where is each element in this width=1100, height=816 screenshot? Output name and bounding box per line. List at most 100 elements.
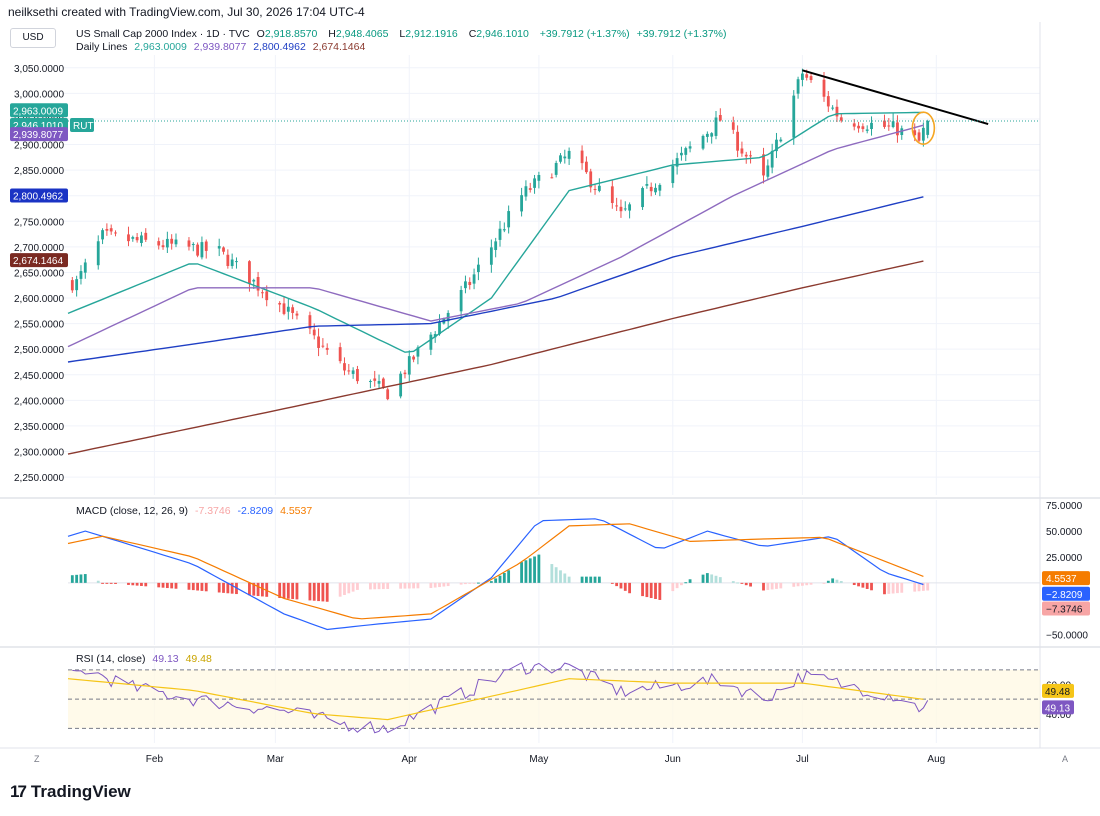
candle-body [200, 242, 204, 258]
candle-body [412, 356, 416, 360]
symbol-tag-text: RUT [73, 121, 94, 132]
macd-histogram-bar [584, 576, 588, 583]
candle-body [105, 228, 109, 231]
candle-body [135, 237, 139, 241]
price-badge-text: 2,946.1010 [13, 121, 63, 132]
candle-body [887, 125, 891, 127]
chart-frame[interactable]: Feb Mar Apr May Jun Jul Aug 3,050.0000 3,000.000… [0, 22, 1100, 770]
candle-body [377, 381, 381, 384]
macd-histogram-bar [926, 582, 930, 591]
macd-histogram-bar [135, 582, 139, 586]
change-value-2: +39.7912 (+1.37%) [636, 28, 727, 40]
candle-body [891, 121, 895, 127]
macd-histogram-bar [710, 574, 714, 583]
rsi-value: 49.13 [152, 653, 179, 665]
candle-body [766, 165, 770, 177]
macd-histogram-bar [83, 574, 87, 583]
price-badge [10, 188, 68, 203]
macd-histogram-bar [714, 575, 718, 583]
candle-body [861, 126, 865, 130]
macd-histogram-bar [749, 582, 752, 587]
price-tick-label: 2,550.0000 [14, 320, 64, 331]
macd-histogram-bar [593, 576, 597, 583]
macd-legend[interactable]: MACD (close, 12, 26, 9) -7.3746 -2.8209 … [76, 505, 316, 517]
macd-histogram-bar [286, 582, 290, 599]
candle-body [174, 239, 178, 245]
macd-histogram-bar [127, 582, 130, 585]
candle-body [75, 279, 79, 291]
rsi-legend[interactable]: RSI (14, close) 49.13 49.48 [76, 653, 216, 665]
candle-body [580, 150, 584, 164]
macd-histogram-bar [554, 567, 558, 583]
candle-body [204, 241, 208, 251]
candle-body [438, 322, 441, 335]
macd-histogram-bar [883, 582, 886, 595]
candle-body [252, 279, 256, 282]
candle-body [291, 307, 295, 313]
candle-body [429, 334, 433, 350]
tradingview-logo[interactable]: 17 TradingView [10, 782, 131, 802]
macd-badge [1042, 586, 1090, 601]
macd-histogram-bar [377, 582, 381, 590]
candle-body [619, 206, 623, 212]
zoom-toggle-button[interactable]: Z [34, 754, 40, 764]
candle-body [705, 133, 709, 137]
macd-histogram-bar [105, 582, 109, 584]
currency-button[interactable]: USD [10, 28, 56, 48]
sma100-line [67, 196, 924, 363]
macd-histogram-bar [312, 582, 316, 601]
macd-histogram-bar [468, 582, 472, 584]
macd-signal-line [67, 523, 924, 620]
price-tick-label: 2,300.0000 [14, 448, 64, 459]
macd-histogram-bar [887, 582, 891, 594]
macd-histogram-bar [278, 582, 282, 598]
auto-scale-button[interactable]: A [1062, 754, 1068, 764]
macd-histogram-bar [731, 581, 735, 583]
candle-body [926, 120, 930, 135]
time-axis-label-5: Jul [796, 754, 809, 765]
highlight-circle[interactable] [911, 111, 936, 145]
macd-histogram-bar [101, 582, 104, 584]
macd-histogram-bar [520, 562, 524, 583]
candle-body [684, 148, 688, 155]
macd-histogram-bar [675, 582, 679, 589]
candle-body [835, 106, 839, 117]
macd-histogram-bar [671, 582, 675, 592]
rsi-badge-text: 49.48 [1045, 687, 1070, 698]
symbol-legend[interactable]: US Small Cap 2000 Index · 1D · TVC O2,91… [76, 28, 731, 40]
candle-body [649, 186, 653, 192]
candle-body [399, 373, 403, 397]
rsi-label: RSI (14, close) [76, 653, 146, 665]
time-axis-label-4: Jun [665, 754, 681, 765]
candle-body [295, 313, 299, 316]
macd-histogram-bar [623, 582, 627, 591]
macd-histogram-bar [472, 582, 476, 584]
resistance-trendline[interactable] [802, 69, 989, 126]
sma200-value: 2,674.1464 [312, 41, 366, 53]
macd-histogram-bar [705, 573, 709, 583]
chart-canvas[interactable]: Feb Mar Apr May Jun Jul Aug 3,050.0000 3,000.000… [0, 22, 1100, 770]
candle-body [351, 370, 355, 374]
macd-histogram-bar [459, 582, 463, 585]
candle-body [520, 195, 524, 212]
candle-body [796, 79, 800, 94]
price-tick-label: 2,600.0000 [14, 294, 64, 305]
daily-lines-legend[interactable]: Daily Lines 2,963.0009 2,939.8077 2,800.… [76, 41, 369, 53]
macd-histogram-bar [157, 582, 161, 588]
candle-body [800, 73, 804, 80]
candle-body [537, 175, 541, 181]
macd-badge [1042, 571, 1090, 586]
candle-body [356, 369, 359, 382]
candle-body [559, 155, 562, 162]
candle-body [386, 389, 390, 400]
ema-value: 2,963.0009 [134, 41, 187, 53]
candle-body [498, 228, 502, 240]
candle-body [317, 336, 320, 348]
candle-body [381, 378, 385, 387]
macd-histogram-bar [524, 560, 528, 583]
macd-histogram-bar [507, 570, 511, 583]
macd-histogram-bar [688, 579, 692, 583]
price-tick-label: 2,500.0000 [14, 345, 64, 356]
rsi-badge [1042, 683, 1074, 698]
candle-body [170, 238, 174, 244]
